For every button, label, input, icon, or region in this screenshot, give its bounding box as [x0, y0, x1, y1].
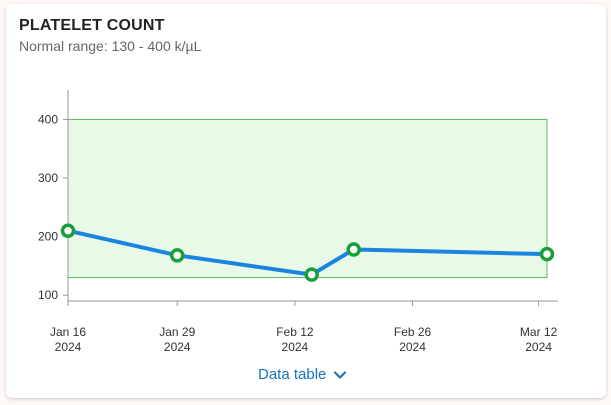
card-title: PLATELET COUNT	[19, 17, 165, 34]
data-point	[304, 267, 319, 282]
y-tick-label: 300	[38, 171, 58, 185]
x-tick-year-label: 2024	[55, 340, 82, 354]
x-tick-label: Jan 29	[159, 325, 195, 339]
data-point	[346, 242, 361, 257]
y-tick-label: 400	[38, 112, 58, 126]
data-point	[60, 223, 76, 238]
data-table-label: Data table	[258, 366, 327, 383]
x-tick-year-label: 2024	[525, 340, 552, 354]
x-tick-label: Feb 26	[394, 325, 432, 339]
platelet-card: PLATELET COUNT Normal range: 130 - 400 k…	[6, 4, 606, 398]
normal-range-subtitle: Normal range: 130 - 400 k/µL	[19, 38, 202, 54]
chevron-down-icon	[334, 370, 347, 379]
x-tick-year-label: 2024	[164, 340, 191, 354]
y-tick-label: 200	[38, 230, 58, 244]
x-tick-year-label: 2024	[282, 340, 309, 354]
data-point	[539, 246, 555, 262]
data-point	[169, 248, 185, 263]
data-table-toggle[interactable]: Data table	[258, 366, 347, 383]
x-tick-label: Feb 12	[276, 325, 314, 339]
x-tick-year-label: 2024	[399, 340, 426, 354]
x-tick-label: Jan 16	[50, 325, 86, 339]
y-tick-label: 100	[38, 288, 58, 302]
x-tick-label: Mar 12	[520, 325, 558, 339]
